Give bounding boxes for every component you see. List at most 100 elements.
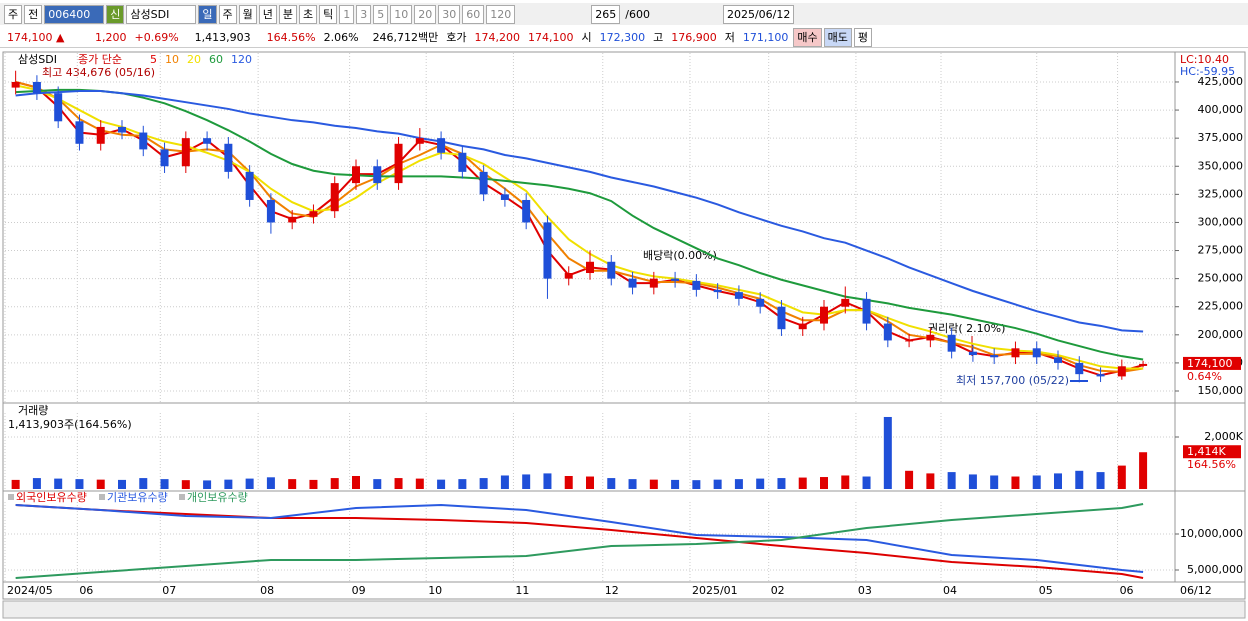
legend-entry: 외국인보유수량 — [16, 491, 87, 504]
candle-body — [841, 298, 850, 307]
candle-body — [394, 143, 403, 184]
candle-body — [32, 81, 41, 94]
candle-body — [479, 171, 488, 195]
ask-label: 호가 — [446, 30, 467, 44]
interval[interactable]: 초 — [299, 4, 318, 24]
candle-body — [500, 194, 509, 200]
code[interactable]: 006400 — [44, 4, 105, 24]
price-tag-bg — [1183, 356, 1241, 370]
rate: +0.69% — [134, 30, 179, 44]
interval[interactable]: 년 — [258, 4, 277, 24]
pane-title: 삼성SDI — [18, 53, 57, 66]
buy-button[interactable]: 매수 — [793, 27, 822, 47]
interval[interactable]: 주 — [218, 4, 237, 24]
count[interactable]: 60 — [462, 4, 485, 24]
series-line — [15, 89, 1144, 333]
volume-rate: 164.56% — [266, 30, 316, 44]
interval[interactable]: 월 — [238, 4, 257, 24]
count[interactable]: 120 — [486, 4, 516, 24]
sell-button[interactable]: 매도 — [823, 27, 852, 47]
candle-body — [1075, 362, 1084, 375]
candle-body — [905, 340, 914, 342]
change: 1,200 — [95, 30, 127, 44]
x-tick-label: 2024/05 — [7, 584, 53, 597]
volume-bar — [1139, 452, 1148, 489]
volume-bar — [564, 475, 573, 489]
volume-bar — [798, 477, 807, 489]
y-tick-label: 225,000 — [1198, 300, 1244, 313]
mode[interactable]: 전 — [24, 4, 43, 24]
volume: 1,413,903 — [194, 30, 251, 44]
x-tick-label: 11 — [515, 584, 529, 597]
count[interactable]: 3 — [356, 4, 372, 24]
annotation: 최저 157,700 (05/22) — [956, 374, 1069, 387]
count[interactable]: 10 — [390, 4, 413, 24]
volume-bar — [224, 479, 233, 489]
badge: 신 — [106, 4, 125, 24]
y-tick-label: 200,000 — [1198, 328, 1244, 341]
indicator: LC:10.40 — [1180, 53, 1229, 66]
legend-entry: 120 — [231, 53, 252, 66]
volume-bar — [1117, 465, 1126, 489]
volume-bar — [394, 478, 403, 489]
annotation: 배당락(0.00%) — [643, 249, 717, 262]
count[interactable]: 30 — [438, 4, 461, 24]
date[interactable]: 2025/06/12 — [722, 4, 795, 24]
volume-bar — [607, 478, 616, 489]
volume-bar — [139, 478, 148, 489]
count[interactable]: 20 — [414, 4, 437, 24]
x-tick-label: 08 — [260, 584, 274, 597]
candle-body — [458, 152, 467, 172]
volume-bar — [160, 479, 169, 489]
candle-body — [692, 280, 701, 290]
volume-bar — [373, 479, 382, 489]
volume-bar — [777, 478, 786, 489]
avg-button[interactable]: 평 — [853, 27, 873, 47]
volume-bar — [500, 475, 509, 489]
candle-body — [522, 199, 531, 223]
candle-body — [139, 132, 148, 150]
annotation: 권리락( 2.10%) — [928, 322, 1005, 335]
stock-name[interactable]: 삼성SDI — [126, 4, 197, 24]
candle-body — [373, 166, 382, 184]
candle-body — [160, 149, 169, 167]
volume-bar — [862, 476, 871, 489]
candle-body — [11, 81, 20, 88]
candle-body — [437, 138, 446, 153]
interval[interactable]: 일 — [198, 4, 217, 24]
volume-bar — [479, 478, 488, 489]
candle-body — [54, 93, 63, 122]
count[interactable]: 5 — [373, 4, 389, 24]
change-tag: 164.56% — [1187, 458, 1236, 471]
volume-bar — [990, 475, 999, 489]
x-tick-label: 03 — [858, 584, 872, 597]
y-tick-label: 150,000 — [1198, 384, 1244, 397]
volume-bar — [181, 480, 190, 489]
volume-bar — [118, 479, 126, 489]
indicator: HC:-59.95 — [1180, 65, 1235, 78]
candle-body — [330, 183, 339, 212]
candle-body — [1054, 357, 1062, 363]
candle-body — [266, 199, 275, 223]
candle-body — [820, 306, 828, 324]
volume-bar — [926, 473, 935, 489]
volume-bar — [756, 478, 765, 489]
y-tick-label: 250,000 — [1198, 272, 1244, 285]
legend-entry: 기관보유수량 — [107, 491, 168, 504]
legend-entry: 60 — [209, 53, 223, 66]
x-tick-label: 05 — [1039, 584, 1053, 597]
period[interactable]: 주 — [4, 4, 23, 24]
bar-count[interactable]: 265 — [591, 4, 621, 24]
y-tick-label: 275,000 — [1198, 244, 1244, 257]
scrollbar[interactable] — [2, 600, 1246, 619]
toolbar: 주 전 006400 신 삼성SDI 일 주 월 년 분 초 틱 1 3 5 1… — [0, 3, 1248, 25]
legend-icon — [8, 494, 14, 500]
pane-subtitle: 종가 단순 — [78, 53, 122, 66]
volume-bar — [820, 477, 828, 489]
count[interactable]: 1 — [339, 4, 355, 24]
pane-title: 거래량 — [18, 404, 48, 417]
candle-body — [564, 273, 573, 279]
interval[interactable]: 틱 — [319, 4, 338, 24]
y-tick-label: 5,000,000 — [1187, 563, 1243, 576]
interval[interactable]: 분 — [278, 4, 297, 24]
